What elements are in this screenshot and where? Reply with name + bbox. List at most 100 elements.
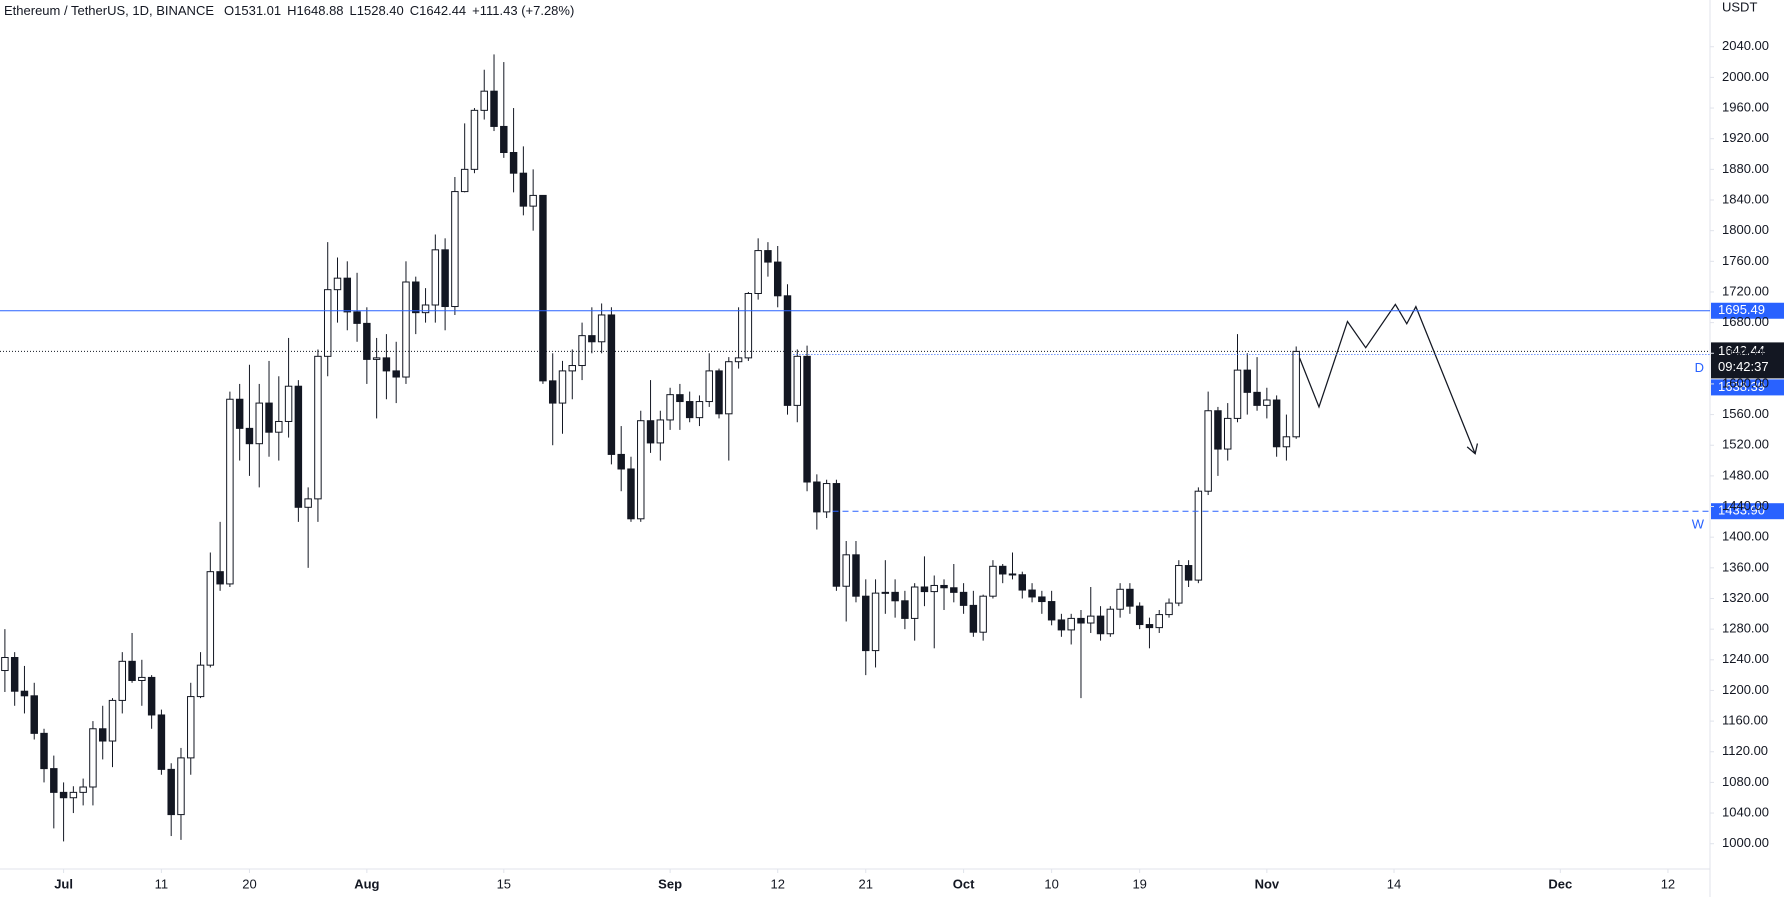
candle-body (617, 453, 625, 470)
candle-body (1263, 399, 1271, 406)
candle-body (1028, 589, 1036, 598)
candle-body (1233, 369, 1242, 419)
y-tick-label: 1040.00 (1722, 804, 1769, 819)
ohlc-key: O (224, 3, 234, 18)
candle-body (314, 355, 322, 500)
candle-body (20, 690, 29, 697)
candle-body (343, 277, 352, 313)
y-tick-label: 1640.00 (1722, 345, 1769, 360)
candle-body (959, 591, 968, 606)
candle-body (950, 587, 958, 593)
level-tag (1711, 503, 1784, 520)
candle-body (607, 314, 616, 455)
candle-body (656, 419, 665, 444)
candle-body (588, 335, 596, 343)
candle-body (764, 250, 772, 263)
candle-body (196, 664, 205, 698)
candle-body (803, 355, 811, 483)
change: +111.43 (+7.28%) (472, 3, 574, 18)
ohlc-key: H (287, 3, 296, 18)
ohlc-key: L (350, 3, 357, 18)
candle-body (871, 592, 880, 652)
x-tick-label: 19 (1132, 876, 1146, 891)
x-tick-label: 21 (859, 876, 873, 891)
candle-body (1038, 596, 1046, 603)
candle-body (568, 365, 577, 372)
candle-body (666, 394, 674, 421)
candle-body (363, 322, 371, 360)
candle-body (441, 249, 449, 308)
candle-body (1077, 617, 1085, 624)
y-tick-label: 1240.00 (1722, 651, 1769, 666)
x-tick-label: 14 (1387, 876, 1401, 891)
level-tag (1711, 379, 1784, 396)
candle-body (910, 586, 919, 619)
candle-body (1116, 588, 1124, 610)
candle-body (147, 676, 156, 716)
ohlc-key: C (410, 3, 419, 18)
candle-body (725, 361, 733, 415)
x-tick-label: Nov (1255, 876, 1280, 891)
x-tick-label: Aug (354, 876, 379, 891)
plot-area (1, 54, 1300, 842)
candle-body (59, 791, 68, 799)
candle-body (597, 314, 606, 343)
y-tick-label: 1600.00 (1722, 375, 1769, 390)
candle-body (519, 172, 528, 207)
candle-body (255, 402, 263, 445)
y-tick-label: 1880.00 (1722, 161, 1769, 176)
candle-body (10, 656, 19, 692)
candle-body (89, 728, 97, 788)
candle-body (1223, 417, 1232, 450)
candle-body (167, 768, 175, 816)
y-tick-label: 1760.00 (1722, 253, 1769, 268)
x-tick-label: Jul (54, 876, 73, 891)
candle-body (1292, 350, 1300, 438)
y-tick-label: 1680.00 (1722, 314, 1769, 329)
ohlc-value: 1531.01 (234, 3, 281, 18)
candle-body (353, 311, 361, 324)
candle-body (685, 401, 694, 419)
candle-body (676, 394, 684, 403)
candle-body (715, 370, 723, 415)
candle-body (920, 586, 929, 593)
candle-body (392, 370, 400, 378)
y-tick-label: 1000.00 (1722, 835, 1769, 850)
candle-body (744, 292, 753, 359)
candle-body (1096, 615, 1105, 635)
projection-arrowhead (1466, 443, 1479, 455)
candle-body (1067, 617, 1075, 631)
candle-body (1087, 615, 1095, 624)
candle-body (734, 357, 743, 363)
y-tick-label: 2000.00 (1722, 69, 1769, 84)
candle-body (930, 584, 938, 593)
candle-body (402, 281, 410, 378)
candle-body (822, 483, 831, 513)
level-label: D (1695, 360, 1704, 375)
candle-body (294, 385, 303, 508)
y-tick-label: 1400.00 (1722, 529, 1769, 544)
candle-body (187, 696, 195, 759)
candle-body (1018, 574, 1027, 591)
x-tick-label: Oct (953, 876, 975, 891)
candle-body (1126, 588, 1134, 607)
candle-body (480, 90, 488, 111)
candle-body (79, 786, 87, 793)
x-tick-label: 12 (770, 876, 784, 891)
y-tick-label: 1720.00 (1722, 283, 1769, 298)
candle-body (431, 249, 440, 306)
y-tick-label: 1120.00 (1722, 743, 1768, 758)
candle-body (695, 401, 704, 419)
candle-body (108, 699, 117, 742)
ohlc-value: 1528.40 (357, 3, 404, 18)
level-tag (1711, 302, 1784, 319)
candle-body (989, 565, 997, 597)
candle-body (773, 261, 782, 297)
last-price-tag (1711, 342, 1784, 379)
y-tick-label: 1200.00 (1722, 682, 1769, 697)
candle-body (705, 370, 713, 403)
candle-body (881, 591, 890, 594)
